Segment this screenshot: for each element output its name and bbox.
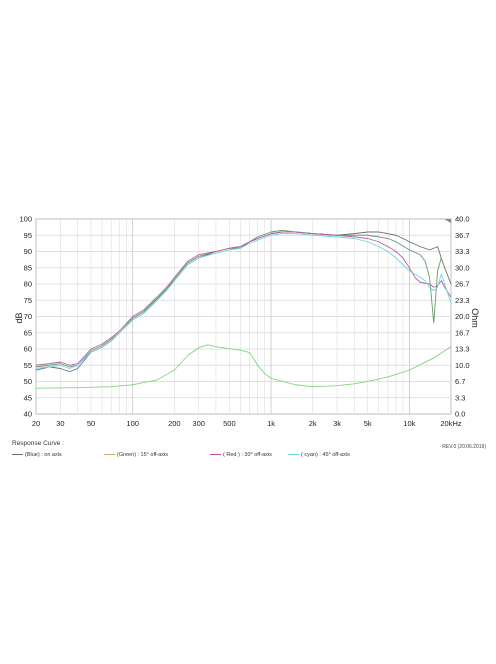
y-tick-label: 80 — [24, 280, 32, 289]
legend-label: ( Red ) : 30° off-axis — [223, 452, 272, 458]
y-tick-label: 75 — [24, 296, 32, 305]
legend-label: ( cyan) : 45° off-axis — [301, 452, 350, 458]
x-tick-label: 30 — [56, 419, 64, 428]
x-tick-label: 20kHz — [440, 419, 462, 428]
revision-label: REV.0 (20.06.2019) — [442, 444, 486, 450]
y-tick-label: 70 — [24, 312, 32, 321]
y2-tick-label: 10.0 — [455, 361, 470, 370]
legend-item-blue: (Blue) : on axis — [12, 452, 62, 458]
y2-tick-label: 20.0 — [455, 312, 470, 321]
legend-swatch — [210, 454, 221, 456]
legend-swatch — [12, 454, 23, 456]
y-tick-label: 45 — [24, 393, 32, 402]
y-tick-label: 40 — [24, 410, 32, 419]
y-tick-label: 65 — [24, 328, 32, 337]
y2-tick-label: 13.3 — [455, 345, 470, 354]
y-axis-label: dB — [14, 312, 24, 323]
x-tick-label: 5k — [364, 419, 372, 428]
chart-footer: Response Curve : REV.0 (20.06.2019) (Blu… — [12, 440, 486, 466]
y-tick-label: 55 — [24, 361, 32, 370]
x-tick-label: 20 — [32, 419, 40, 428]
legend-item-red: ( Red ) : 30° off-axis — [210, 452, 272, 458]
response-curve-title: Response Curve : — [12, 440, 65, 447]
y2-axis-label: Ohm — [470, 308, 480, 328]
series-line-green-15-off-axis — [35, 229, 452, 368]
y2-tick-label: 16.7 — [455, 328, 470, 337]
y-tick-label: 60 — [24, 345, 32, 354]
y2-tick-label: 26.7 — [455, 280, 470, 289]
y-tick-label: 85 — [24, 263, 32, 272]
y-tick-label: 90 — [24, 247, 32, 256]
legend-item-green: (Green) : 15° off-axis — [104, 452, 168, 458]
y2-tick-label: 30.0 — [455, 263, 470, 272]
legend-label: (Green) : 15° off-axis — [117, 452, 169, 458]
y2-tick-label: 33.3 — [455, 247, 470, 256]
series-lines — [35, 229, 452, 389]
y-tick-label: 100 — [19, 215, 32, 224]
x-tick-label: 200 — [168, 419, 181, 428]
legend-swatch — [104, 454, 115, 456]
legend-item-cyan: ( cyan) : 45° off-axis — [288, 452, 350, 458]
series-line-red-30-off-axis — [35, 231, 452, 366]
x-tick-label: 300 — [192, 419, 205, 428]
y2-tick-label: 40.0 — [455, 215, 470, 224]
x-tick-label: 50 — [87, 419, 95, 428]
x-tick-label: 100 — [126, 419, 139, 428]
x-tick-label: 2k — [309, 419, 317, 428]
x-tick-label: 10k — [403, 419, 415, 428]
tick-labels: 20 30 50 100 200 300 500 1k 2k 3k 5k 10k 20kHz 100 95 9… — [19, 215, 469, 428]
y-tick-label: 50 — [24, 377, 32, 386]
series-line-impedance — [35, 344, 452, 389]
legend-label: (Blue) : on axis — [25, 452, 62, 458]
y-tick-label: 95 — [24, 231, 32, 240]
x-tick-label: 1k — [267, 419, 275, 428]
y2-tick-label: 0.0 — [455, 410, 465, 419]
series-line-cyan-45-off-axis — [35, 233, 452, 369]
legend-swatch — [288, 454, 299, 456]
corner-marker — [444, 219, 451, 223]
grid — [35, 218, 452, 415]
x-tick-label: 500 — [223, 419, 236, 428]
x-tick-label: 3k — [333, 419, 341, 428]
y2-tick-label: 36.7 — [455, 231, 470, 240]
y2-tick-label: 3.3 — [455, 393, 465, 402]
legend: (Blue) : on axis (Green) : 15° off-axis … — [12, 452, 486, 462]
y2-tick-label: 23.3 — [455, 296, 470, 305]
y2-tick-label: 6.7 — [455, 377, 465, 386]
